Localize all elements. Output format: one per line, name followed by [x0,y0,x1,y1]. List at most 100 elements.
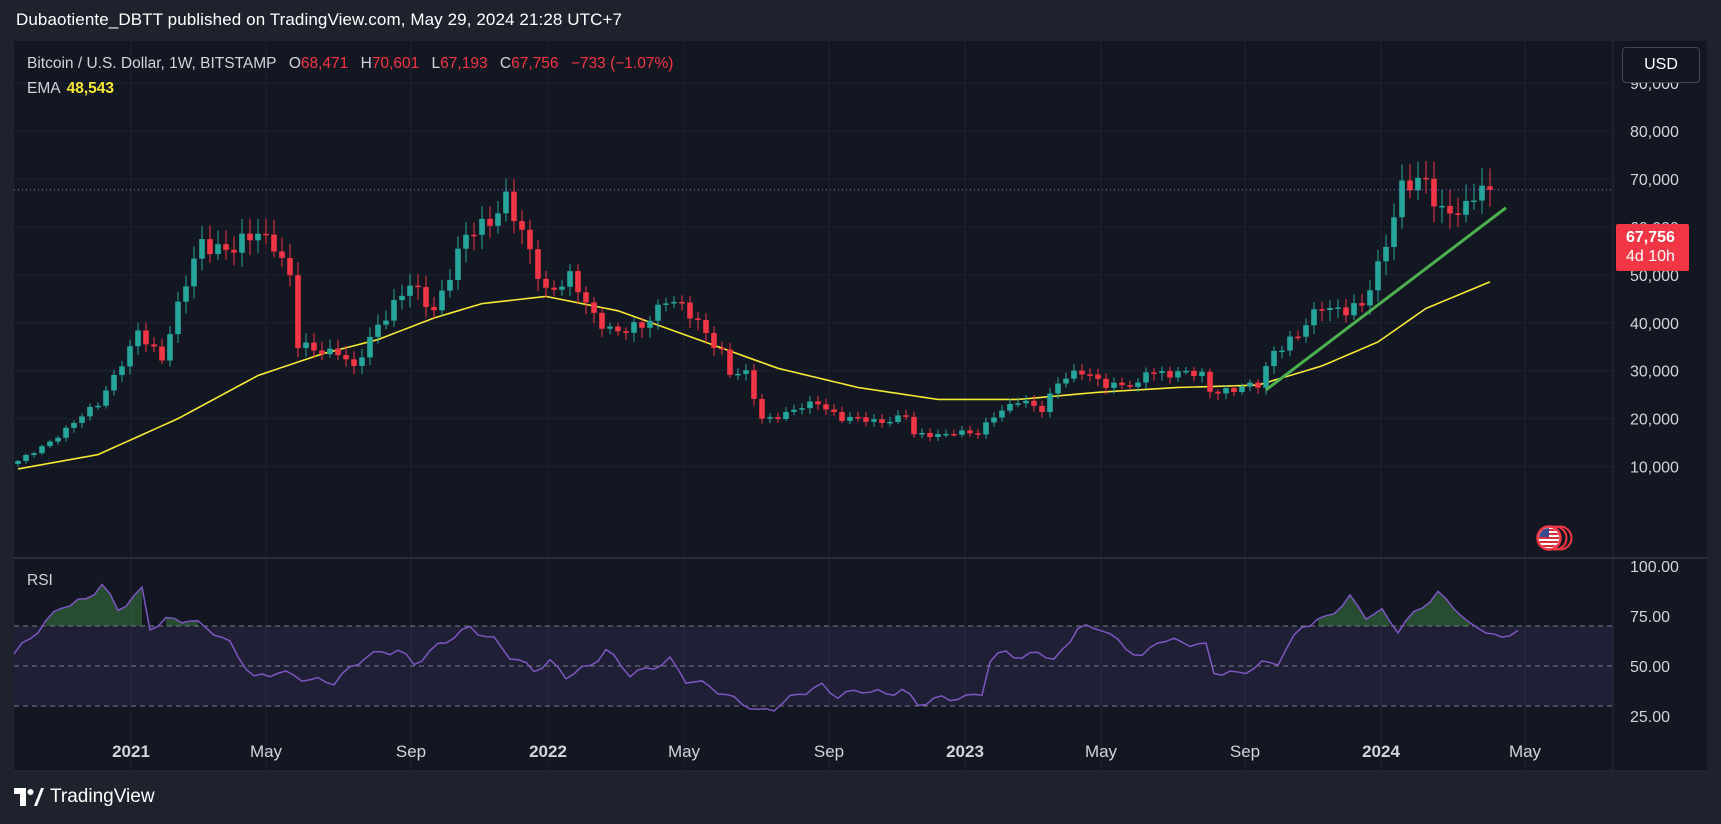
candle-body [295,275,301,349]
candle-body [935,434,941,438]
candle-body [807,401,813,409]
candle-body [535,249,541,279]
candle-body [263,233,269,236]
currency-button[interactable]: USD [1622,47,1700,83]
y-tick-label: 40,000 [1630,316,1679,333]
trend-layer[interactable] [1265,206,1507,392]
candle-body [431,306,437,311]
rsi-tick-label: 100.00 [1630,559,1679,576]
candle-body [1327,308,1333,311]
candle-body [239,233,245,253]
last-price: 67,756 [1626,229,1675,246]
candle-body [831,409,837,413]
candle-body [1215,391,1221,394]
candle-body [399,295,405,301]
candle-body [1087,374,1093,376]
candle-body [1071,370,1077,379]
candle-body [319,350,325,355]
candle-body [1391,217,1397,247]
rsi-overbought-fill [166,617,198,626]
open-label: O [288,55,301,72]
rsi-overbought-fill [46,584,142,626]
candle-body [487,218,493,226]
rsi-tick-label: 25.00 [1630,709,1670,726]
candle-body [775,417,781,420]
candle-body [1247,382,1253,387]
candle-body [191,258,197,287]
candle-body [879,419,885,423]
candle-body [767,417,773,419]
ema-label: EMA [27,80,61,97]
candle-body [863,417,869,422]
candle-body [799,408,805,410]
candle-body [1351,303,1357,316]
candle-body [143,330,149,345]
candle-body [71,422,77,428]
candle-body [679,301,685,304]
candle-body [1135,382,1141,387]
candle-body [519,221,525,230]
y-tick-label: 20,000 [1630,412,1679,429]
candle-body [1431,178,1437,207]
chart-frame[interactable] [14,41,1707,771]
candle-body [311,342,317,351]
us-flag-icon[interactable] [1534,524,1574,552]
candle-body [623,331,629,333]
candle-body [839,412,845,421]
candle-body [1383,246,1389,262]
candle-body [1455,213,1461,215]
low-label: L [431,55,441,72]
candle-body [991,417,997,423]
candle-body [367,336,373,358]
candle-body [967,430,973,434]
candle-body [135,330,141,347]
high-label: H [360,55,372,72]
candle-body [359,357,365,367]
candle-body [47,441,53,447]
candle-body [983,422,989,435]
candle-layer [14,160,1613,467]
candle-body [231,249,237,253]
high-value: 70,601 [371,55,420,72]
ema-legend: EMA 48,543 [27,80,114,98]
candle-body [1343,307,1349,316]
x-tick-label: Sep [396,742,426,761]
candle-body [199,239,205,259]
candle-body [1415,177,1421,191]
x-tick-label: Sep [814,742,844,761]
candle-body [383,320,389,325]
candle-body [87,406,93,417]
candle-body [895,415,901,422]
candle-body [631,322,637,333]
candle-body [279,251,285,258]
candle-body [1399,180,1405,218]
candle-body [1287,336,1293,351]
rsi-tick-label: 75.00 [1630,609,1670,626]
y-tick-label: 10,000 [1630,460,1679,477]
rsi-tick-label: 50.00 [1630,659,1670,676]
candle-body [999,410,1005,418]
candle-body [695,318,701,320]
candle-body [1423,177,1429,180]
candle-body [423,287,429,307]
candle-body [575,271,581,293]
candle-body [1223,388,1229,394]
candle-body [479,218,485,235]
rsi-layer [13,583,1613,712]
candle-body [1471,200,1477,203]
tradingview-logo[interactable]: TradingView [14,786,155,808]
candle-body [1487,186,1493,190]
support-trendline[interactable] [1265,206,1507,392]
candle-body [527,229,533,250]
candle-body [783,411,789,420]
candle-body [503,191,509,214]
candle-body [1207,371,1213,392]
candle-body [1079,370,1085,375]
publisher-line: Dubaotiente_DBTT published on TradingVie… [16,10,623,29]
candle-body [543,278,549,288]
candle-body [1303,325,1309,337]
candle-body [639,322,645,328]
candle-body [63,427,69,438]
x-tick-label: 2023 [946,742,984,761]
